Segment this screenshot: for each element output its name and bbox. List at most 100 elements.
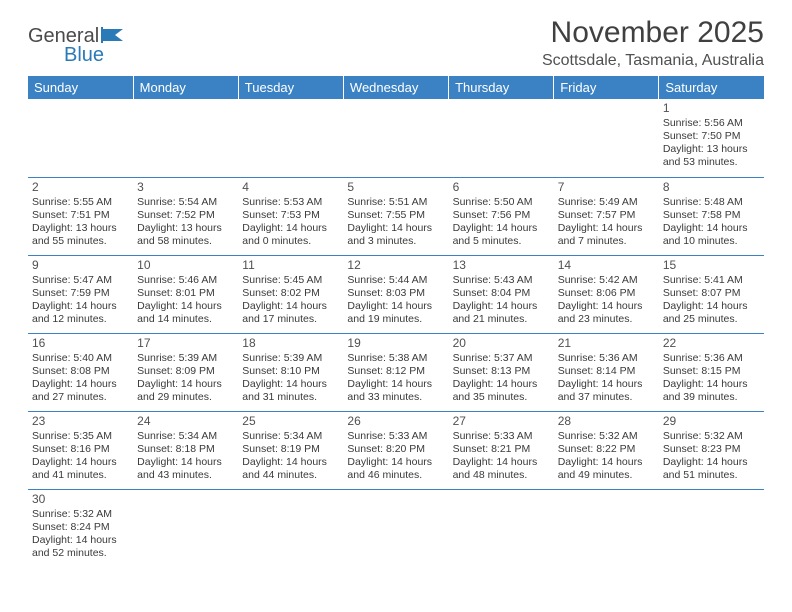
calendar-week-row: 16Sunrise: 5:40 AMSunset: 8:08 PMDayligh… — [28, 333, 764, 411]
day-number: 15 — [663, 258, 760, 273]
day-number: 10 — [137, 258, 234, 273]
calendar-day-cell: 25Sunrise: 5:34 AMSunset: 8:19 PMDayligh… — [238, 411, 343, 489]
weekday-header: Tuesday — [238, 76, 343, 99]
calendar-day-cell — [449, 489, 554, 567]
sunset-text: Sunset: 7:51 PM — [32, 209, 129, 222]
sunrise-text: Sunrise: 5:41 AM — [663, 274, 760, 287]
sunrise-text: Sunrise: 5:32 AM — [32, 508, 129, 521]
weekday-header-row: Sunday Monday Tuesday Wednesday Thursday… — [28, 76, 764, 99]
daylight-text: Daylight: 14 hours and 7 minutes. — [558, 222, 655, 248]
calendar-day-cell: 15Sunrise: 5:41 AMSunset: 8:07 PMDayligh… — [659, 255, 764, 333]
sunrise-text: Sunrise: 5:35 AM — [32, 430, 129, 443]
sunset-text: Sunset: 7:53 PM — [242, 209, 339, 222]
day-number: 13 — [453, 258, 550, 273]
calendar-day-cell — [343, 99, 448, 177]
day-number: 30 — [32, 492, 129, 507]
sunset-text: Sunset: 8:13 PM — [453, 365, 550, 378]
daylight-text: Daylight: 14 hours and 27 minutes. — [32, 378, 129, 404]
calendar-table: Sunday Monday Tuesday Wednesday Thursday… — [28, 76, 764, 567]
day-number: 5 — [347, 180, 444, 195]
day-number: 21 — [558, 336, 655, 351]
weekday-header: Thursday — [449, 76, 554, 99]
day-number: 14 — [558, 258, 655, 273]
day-number: 7 — [558, 180, 655, 195]
daylight-text: Daylight: 14 hours and 29 minutes. — [137, 378, 234, 404]
day-number: 9 — [32, 258, 129, 273]
day-number: 25 — [242, 414, 339, 429]
sunrise-text: Sunrise: 5:42 AM — [558, 274, 655, 287]
calendar-day-cell: 21Sunrise: 5:36 AMSunset: 8:14 PMDayligh… — [554, 333, 659, 411]
day-number: 8 — [663, 180, 760, 195]
sunrise-text: Sunrise: 5:36 AM — [663, 352, 760, 365]
calendar-day-cell — [449, 99, 554, 177]
sunrise-text: Sunrise: 5:37 AM — [453, 352, 550, 365]
calendar-day-cell: 7Sunrise: 5:49 AMSunset: 7:57 PMDaylight… — [554, 177, 659, 255]
sunset-text: Sunset: 8:18 PM — [137, 443, 234, 456]
title-block: November 2025 Scottsdale, Tasmania, Aust… — [542, 16, 764, 70]
calendar-week-row: 9Sunrise: 5:47 AMSunset: 7:59 PMDaylight… — [28, 255, 764, 333]
sunrise-text: Sunrise: 5:48 AM — [663, 196, 760, 209]
sunrise-text: Sunrise: 5:39 AM — [242, 352, 339, 365]
sunset-text: Sunset: 8:01 PM — [137, 287, 234, 300]
sunset-text: Sunset: 8:02 PM — [242, 287, 339, 300]
sunset-text: Sunset: 8:03 PM — [347, 287, 444, 300]
sunset-text: Sunset: 8:06 PM — [558, 287, 655, 300]
calendar-week-row: 1Sunrise: 5:56 AMSunset: 7:50 PMDaylight… — [28, 99, 764, 177]
calendar-day-cell — [238, 99, 343, 177]
sunset-text: Sunset: 7:55 PM — [347, 209, 444, 222]
calendar-day-cell: 12Sunrise: 5:44 AMSunset: 8:03 PMDayligh… — [343, 255, 448, 333]
daylight-text: Daylight: 14 hours and 49 minutes. — [558, 456, 655, 482]
sunrise-text: Sunrise: 5:46 AM — [137, 274, 234, 287]
daylight-text: Daylight: 14 hours and 44 minutes. — [242, 456, 339, 482]
sunset-text: Sunset: 7:59 PM — [32, 287, 129, 300]
sunrise-text: Sunrise: 5:43 AM — [453, 274, 550, 287]
daylight-text: Daylight: 14 hours and 25 minutes. — [663, 300, 760, 326]
daylight-text: Daylight: 14 hours and 41 minutes. — [32, 456, 129, 482]
sunset-text: Sunset: 8:20 PM — [347, 443, 444, 456]
calendar-day-cell: 28Sunrise: 5:32 AMSunset: 8:22 PMDayligh… — [554, 411, 659, 489]
day-number: 17 — [137, 336, 234, 351]
sunset-text: Sunset: 7:56 PM — [453, 209, 550, 222]
month-title: November 2025 — [542, 16, 764, 50]
sunrise-text: Sunrise: 5:33 AM — [347, 430, 444, 443]
logo-part2: Blue — [64, 45, 163, 65]
sunset-text: Sunset: 7:58 PM — [663, 209, 760, 222]
calendar-day-cell: 14Sunrise: 5:42 AMSunset: 8:06 PMDayligh… — [554, 255, 659, 333]
calendar-day-cell: 8Sunrise: 5:48 AMSunset: 7:58 PMDaylight… — [659, 177, 764, 255]
daylight-text: Daylight: 14 hours and 33 minutes. — [347, 378, 444, 404]
day-number: 16 — [32, 336, 129, 351]
day-number: 22 — [663, 336, 760, 351]
location: Scottsdale, Tasmania, Australia — [542, 52, 764, 70]
logo: General Blue — [28, 16, 127, 67]
calendar-day-cell: 11Sunrise: 5:45 AMSunset: 8:02 PMDayligh… — [238, 255, 343, 333]
calendar-day-cell: 22Sunrise: 5:36 AMSunset: 8:15 PMDayligh… — [659, 333, 764, 411]
weekday-header: Saturday — [659, 76, 764, 99]
daylight-text: Daylight: 13 hours and 58 minutes. — [137, 222, 234, 248]
sunrise-text: Sunrise: 5:34 AM — [137, 430, 234, 443]
daylight-text: Daylight: 14 hours and 39 minutes. — [663, 378, 760, 404]
sunset-text: Sunset: 8:07 PM — [663, 287, 760, 300]
day-number: 27 — [453, 414, 550, 429]
daylight-text: Daylight: 14 hours and 14 minutes. — [137, 300, 234, 326]
daylight-text: Daylight: 14 hours and 19 minutes. — [347, 300, 444, 326]
day-number: 12 — [347, 258, 444, 273]
weekday-header: Friday — [554, 76, 659, 99]
daylight-text: Daylight: 14 hours and 48 minutes. — [453, 456, 550, 482]
daylight-text: Daylight: 14 hours and 35 minutes. — [453, 378, 550, 404]
weekday-header: Sunday — [28, 76, 133, 99]
sunrise-text: Sunrise: 5:51 AM — [347, 196, 444, 209]
day-number: 11 — [242, 258, 339, 273]
sunrise-text: Sunrise: 5:55 AM — [32, 196, 129, 209]
sunrise-text: Sunrise: 5:32 AM — [558, 430, 655, 443]
daylight-text: Daylight: 14 hours and 43 minutes. — [137, 456, 234, 482]
sunrise-text: Sunrise: 5:54 AM — [137, 196, 234, 209]
sunset-text: Sunset: 8:21 PM — [453, 443, 550, 456]
sunset-text: Sunset: 7:57 PM — [558, 209, 655, 222]
weekday-header: Wednesday — [343, 76, 448, 99]
daylight-text: Daylight: 14 hours and 10 minutes. — [663, 222, 760, 248]
sunrise-text: Sunrise: 5:34 AM — [242, 430, 339, 443]
day-number: 20 — [453, 336, 550, 351]
calendar-week-row: 23Sunrise: 5:35 AMSunset: 8:16 PMDayligh… — [28, 411, 764, 489]
daylight-text: Daylight: 14 hours and 37 minutes. — [558, 378, 655, 404]
sunset-text: Sunset: 8:10 PM — [242, 365, 339, 378]
